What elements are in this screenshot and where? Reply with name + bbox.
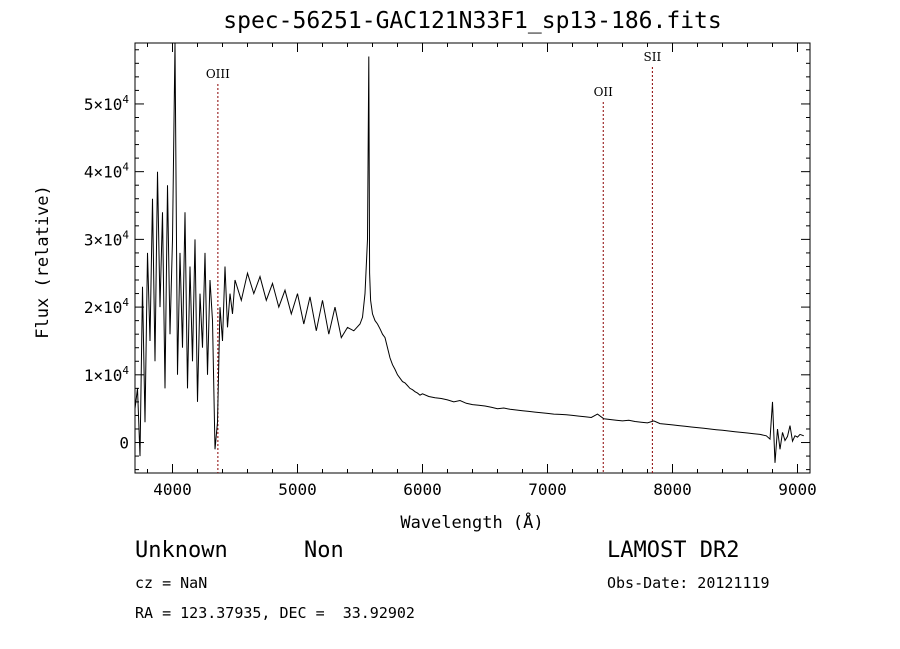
plot-frame	[134, 42, 811, 474]
x-tick-label: 7000	[528, 480, 567, 499]
coordinates-text: RA = 123.37935, DEC = 33.92902	[135, 604, 415, 622]
y-tick-label: 1×104	[84, 364, 130, 385]
y-axis-ticks: 0 1×104 2×104 3×104 4×104 5×104	[84, 49, 810, 471]
chart-title: spec-56251-GAC121N33F1_sp13-186.fits	[223, 8, 722, 34]
marker-label-sii: SII	[644, 50, 662, 64]
y-tick-label: 4×104	[84, 161, 130, 182]
y-axis-label: Flux (relative)	[33, 185, 53, 339]
y-tick-label: 2×104	[84, 296, 130, 317]
marker-label-oii: OII	[594, 85, 614, 99]
redshift-text: cz = NaN	[135, 574, 208, 592]
spectrum-line	[134, 42, 804, 463]
y-tick-label: 5×104	[84, 93, 130, 114]
survey-label: LAMOST DR2	[607, 538, 740, 563]
x-axis-ticks: 4000 5000 6000 7000 8000 9000	[147, 43, 817, 499]
obs-date: Obs-Date: 20121119	[607, 574, 770, 592]
y-tick-label: 0	[119, 434, 129, 453]
emission-line-markers: OIII OII SII	[206, 50, 662, 473]
spectral-class: Unknown	[135, 538, 228, 563]
x-tick-label: 5000	[278, 480, 317, 499]
x-tick-label: 4000	[153, 480, 192, 499]
marker-label-oiii: OIII	[206, 67, 230, 81]
x-tick-label: 9000	[778, 480, 817, 499]
x-axis-label: Wavelength (Å)	[400, 511, 543, 533]
y-tick-label: 3×104	[84, 228, 130, 249]
x-tick-label: 6000	[403, 480, 442, 499]
spectral-subclass: Non	[304, 538, 344, 563]
x-tick-label: 8000	[653, 480, 692, 499]
